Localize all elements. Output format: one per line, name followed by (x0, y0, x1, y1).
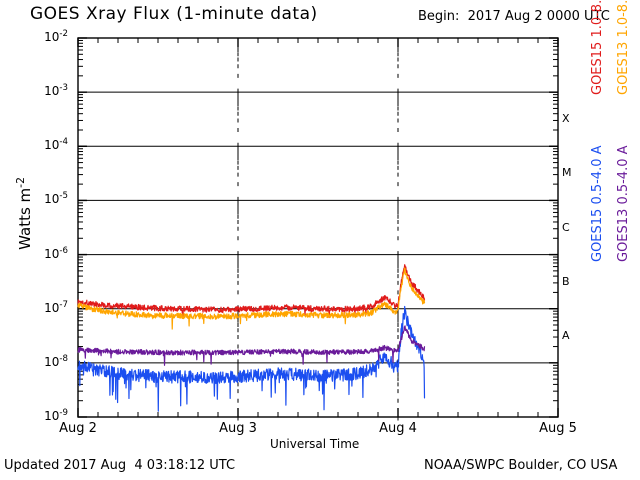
flare-class-label-x: X (562, 112, 570, 126)
source-credit: NOAA/SWPC Boulder, CO USA (424, 458, 618, 473)
updated-timestamp: Updated 2017 Aug 4 03:18:12 UTC (4, 458, 236, 473)
y-tick-label: 10-8 (0, 355, 74, 369)
x-axis-label: Universal Time (270, 437, 360, 451)
x-tick-label: Aug 3 (219, 421, 257, 436)
y-tick-mantissa: 10 (44, 84, 60, 99)
y-tick-label: 10-3 (0, 84, 74, 98)
y-tick-exponent: -3 (59, 83, 68, 94)
y-tick-label: 10-4 (0, 138, 74, 152)
y-tick-label: 10-9 (0, 409, 74, 423)
y-tick-label: 10-2 (0, 30, 74, 44)
y-tick-mantissa: 10 (44, 30, 60, 44)
y-tick-mantissa: 10 (44, 138, 60, 153)
x-tick-label: Aug 5 (539, 421, 577, 436)
x-tick-label: Aug 2 (59, 421, 97, 436)
y-tick-exponent: -5 (59, 191, 68, 202)
flare-class-label-a: A (562, 328, 570, 342)
y-tick-exponent: -9 (59, 408, 68, 418)
x-tick-label: Aug 4 (379, 421, 417, 436)
page-title: GOES Xray Flux (1-minute data) (30, 4, 318, 24)
y-tick-exponent: -8 (59, 353, 68, 364)
y-tick-exponent: -6 (59, 245, 68, 256)
y-tick-label: 10-6 (0, 245, 74, 261)
y-tick-mantissa: 10 (44, 354, 60, 369)
y-tick-mantissa: 10 (44, 409, 60, 423)
y-tick-mantissa: 10 (44, 246, 60, 261)
y-tick-mantissa: 10 (44, 300, 60, 315)
y-tick-exponent: -4 (59, 137, 68, 148)
flare-class-label-c: C (562, 220, 570, 234)
begin-time-label: Begin: 2017 Aug 2 0000 UTC (418, 9, 610, 24)
y-tick-mantissa: 10 (44, 192, 60, 207)
flare-class-label-b: B (562, 274, 570, 288)
y-tick-exponent: -2 (59, 29, 68, 39)
y-tick-label: 10-5 (0, 192, 74, 206)
flare-class-label-m: M (562, 166, 572, 180)
y-tick-exponent: -7 (59, 299, 68, 310)
y-tick-label: 10-7 (0, 299, 74, 315)
